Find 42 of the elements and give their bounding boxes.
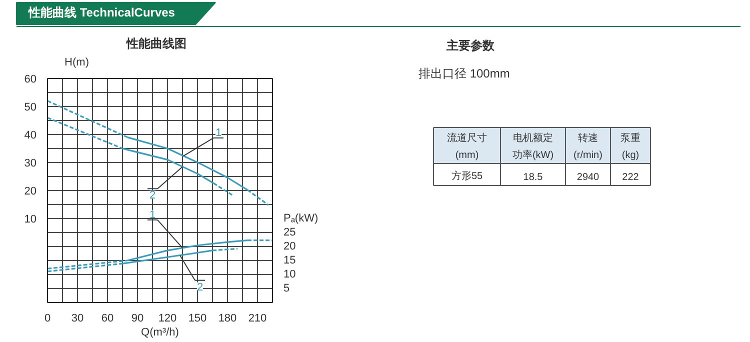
text: 电机额定 — [513, 132, 553, 144]
text: (r/min) — [574, 150, 602, 161]
y-tick-label: 10 — [24, 214, 37, 226]
text: (mm) — [455, 150, 479, 161]
text: 功率(kW) — [512, 149, 554, 161]
x-tick-label: 120 — [158, 312, 177, 324]
text: 方形55 — [451, 170, 483, 182]
y2-tick-label: 20 — [284, 240, 296, 252]
text: 排出口径 100mm — [418, 66, 510, 80]
y-tick-label: 30 — [24, 158, 37, 170]
text: 主要参数 — [446, 38, 496, 52]
text: 18.5 — [523, 172, 544, 183]
y-axis-title: H(m) — [64, 56, 89, 68]
y-tick-label: 60 — [24, 74, 37, 86]
text: 泵重 — [620, 132, 640, 144]
y-tick-label: 20 — [24, 186, 37, 198]
text: 1 — [149, 208, 156, 221]
x-axis-title: Q(m³/h) — [141, 326, 179, 338]
y-tick-label: 50 — [24, 102, 37, 114]
y2-tick-label: 10 — [284, 268, 296, 280]
text: 流道尺寸 — [447, 132, 487, 144]
text: (kg) — [622, 150, 640, 161]
y2-tick-label: 25 — [284, 226, 296, 238]
text: 性能曲线 TechnicalCurves — [28, 6, 176, 20]
x-tick-label: 210 — [248, 312, 267, 324]
x-tick-label: 90 — [131, 312, 144, 324]
text: 转速 — [578, 132, 598, 144]
x-tick-label: 180 — [218, 312, 237, 324]
y-tick-label: 40 — [24, 130, 37, 142]
text: 1 — [215, 126, 222, 139]
y2-tick-label: 15 — [284, 254, 296, 266]
y2-axis-title: Pₐ(kW) — [284, 212, 318, 224]
chart-title: 性能曲线图 — [125, 36, 186, 50]
text: 222 — [622, 172, 640, 183]
text: 2 — [149, 190, 156, 202]
text: 2940 — [576, 172, 600, 183]
text: 2 — [196, 281, 204, 294]
y2-tick-label: 5 — [284, 282, 290, 294]
x-tick-label: 0 — [44, 312, 51, 324]
x-tick-label: 30 — [71, 312, 84, 324]
x-tick-label: 150 — [188, 312, 207, 324]
x-tick-label: 60 — [101, 312, 114, 324]
